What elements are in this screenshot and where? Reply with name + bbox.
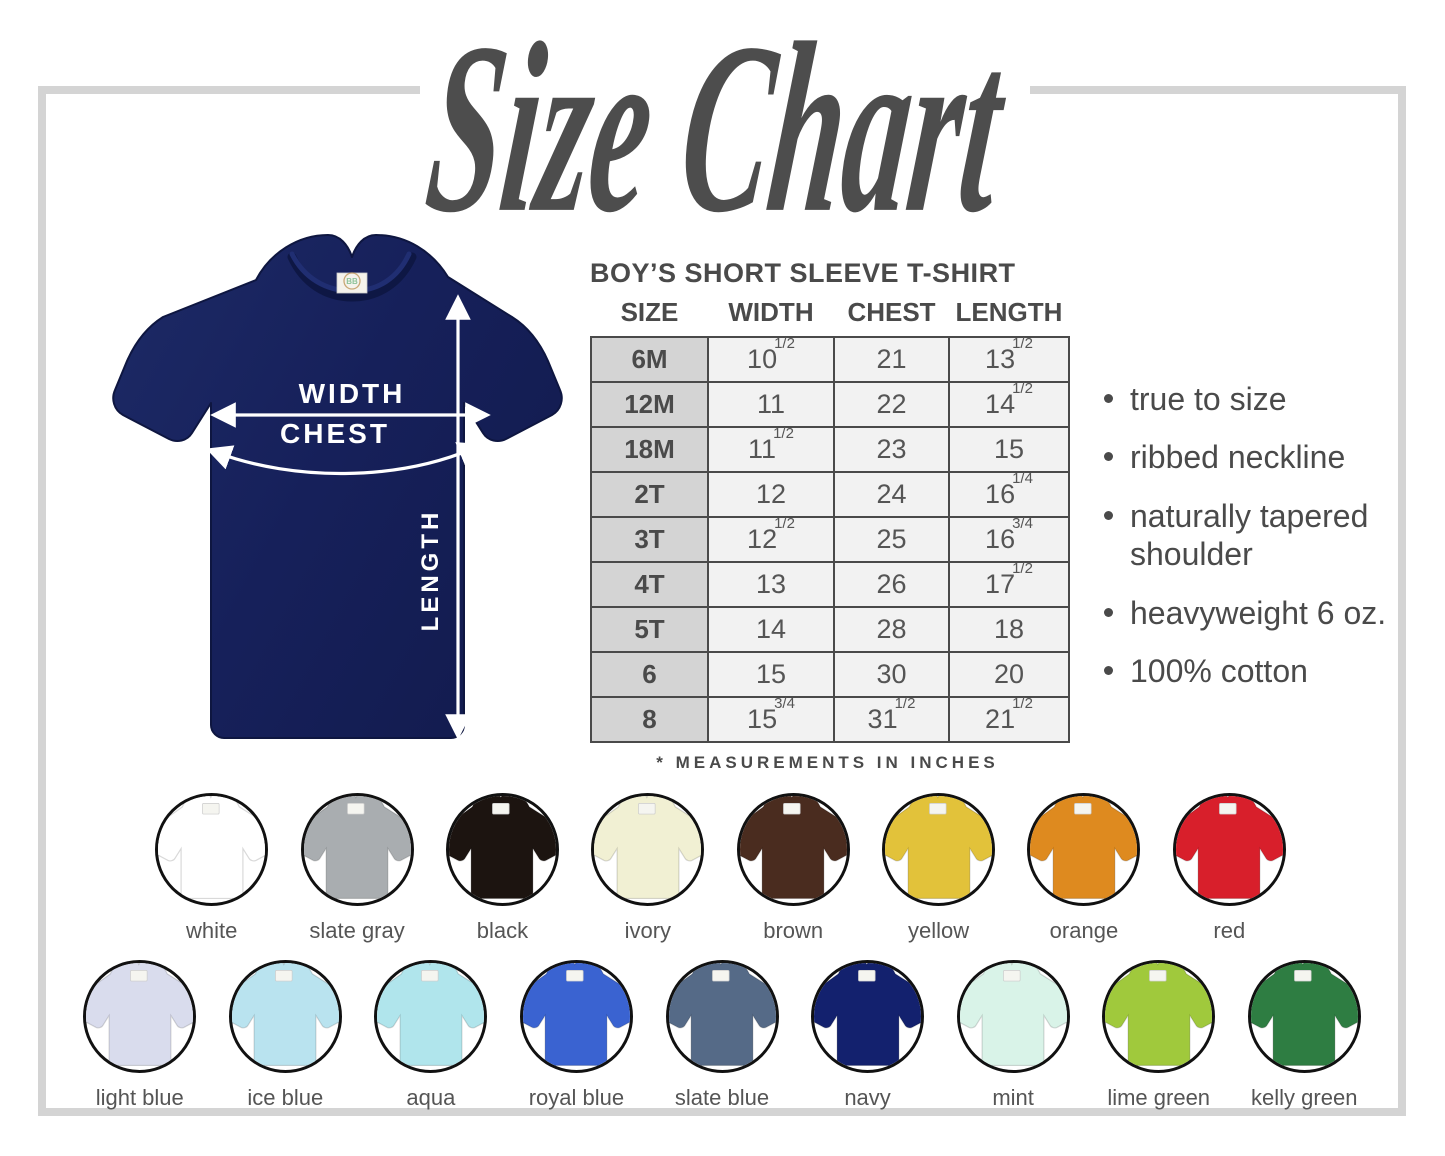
svg-text:LENGTH: LENGTH: [417, 509, 444, 632]
svg-text:BB: BB: [346, 277, 358, 286]
svg-text:CHEST: CHEST: [280, 418, 390, 449]
svg-text:WIDTH: WIDTH: [299, 378, 406, 409]
